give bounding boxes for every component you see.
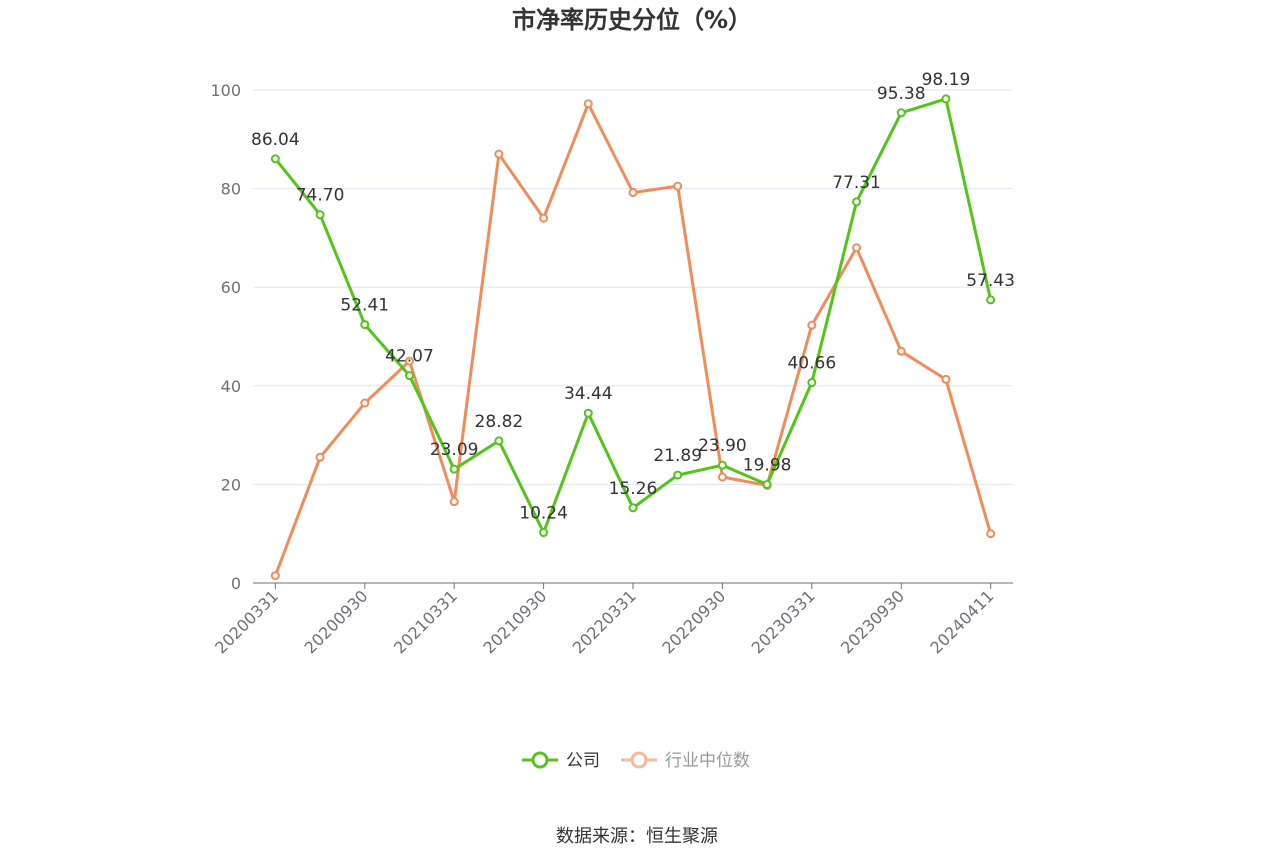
data-label: 77.31 xyxy=(832,173,881,193)
data-point[interactable] xyxy=(986,295,996,305)
data-label: 23.90 xyxy=(698,436,747,456)
data-label: 52.41 xyxy=(340,296,389,316)
data-label: 21.89 xyxy=(653,446,702,466)
data-point[interactable] xyxy=(807,320,817,330)
data-label: 98.19 xyxy=(922,70,971,90)
data-point[interactable] xyxy=(673,470,683,480)
x-tick-label: 20230930 xyxy=(837,586,908,657)
legend-label[interactable]: 行业中位数 xyxy=(665,751,750,771)
data-point[interactable] xyxy=(404,356,414,366)
data-point[interactable] xyxy=(628,188,638,198)
data-point[interactable] xyxy=(494,149,504,159)
data-point[interactable] xyxy=(896,108,906,118)
data-point[interactable] xyxy=(717,472,727,482)
grid-lines xyxy=(253,89,1013,485)
data-point[interactable] xyxy=(539,528,549,538)
data-point[interactable] xyxy=(807,378,817,388)
data-point[interactable] xyxy=(628,503,638,513)
data-point[interactable] xyxy=(673,181,683,191)
data-point[interactable] xyxy=(360,398,370,408)
x-tick-label: 20220930 xyxy=(658,586,729,657)
data-point[interactable] xyxy=(986,529,996,539)
data-point[interactable] xyxy=(852,197,862,207)
data-point[interactable] xyxy=(762,479,772,489)
x-tick-label: 20220331 xyxy=(569,586,640,657)
x-tick-label: 20240411 xyxy=(926,586,997,657)
data-point[interactable] xyxy=(896,346,906,356)
y-tick-label: 80 xyxy=(221,180,241,199)
data-point[interactable] xyxy=(494,436,504,446)
chart-title: 市净率历史分位（%） xyxy=(512,6,752,34)
data-point[interactable] xyxy=(941,374,951,384)
y-tick-label: 60 xyxy=(221,278,241,297)
series-line-0 xyxy=(274,97,993,534)
y-tick-label: 100 xyxy=(210,81,241,100)
y-axis: 0 20 40 60 80 100 xyxy=(210,81,241,593)
data-point[interactable] xyxy=(717,460,727,470)
x-tick-label: 20200331 xyxy=(211,586,282,657)
data-label: 15.26 xyxy=(609,479,658,499)
x-axis: 20200331 20200930 20210331 20210930 20220331… xyxy=(211,582,1013,657)
data-point[interactable] xyxy=(449,497,459,507)
data-label: 40.66 xyxy=(787,354,836,374)
legend-marker xyxy=(531,751,549,769)
data-label: 10.24 xyxy=(519,504,568,524)
data-label: 28.82 xyxy=(475,412,524,432)
data-point[interactable] xyxy=(941,94,951,104)
y-tick-label: 40 xyxy=(221,377,241,396)
x-tick-label: 20200930 xyxy=(301,586,372,657)
legend-marker xyxy=(630,751,648,769)
data-label: 34.44 xyxy=(564,384,613,404)
data-point[interactable] xyxy=(852,243,862,253)
data-point[interactable] xyxy=(270,154,280,164)
data-label: 86.04 xyxy=(251,130,300,150)
data-point[interactable] xyxy=(270,571,280,581)
data-point[interactable] xyxy=(539,213,549,223)
data-label: 19.98 xyxy=(743,455,792,475)
data-label: 95.38 xyxy=(877,84,926,104)
data-label: 74.70 xyxy=(296,186,345,206)
data-point[interactable] xyxy=(315,452,325,462)
data-label: 23.09 xyxy=(430,440,479,460)
legend[interactable]: 公司 行业中位数 xyxy=(522,751,750,771)
data-point[interactable] xyxy=(583,99,593,109)
data-labels: 86.04 74.70 52.41 42.07 23.09 28.82 10.24 34.44… xyxy=(251,70,1015,524)
data-point[interactable] xyxy=(449,464,459,474)
x-tick-label: 20210930 xyxy=(479,586,550,657)
y-tick-label: 20 xyxy=(221,475,241,494)
x-tick-label: 20230331 xyxy=(748,586,819,657)
data-point[interactable] xyxy=(360,320,370,330)
legend-label[interactable]: 公司 xyxy=(566,751,600,771)
series-lines xyxy=(270,94,996,581)
x-tick-label: 20210331 xyxy=(390,586,461,657)
data-point[interactable] xyxy=(404,371,414,381)
data-label: 42.07 xyxy=(385,347,434,367)
data-point[interactable] xyxy=(315,210,325,220)
y-tick-label: 0 xyxy=(231,574,241,593)
data-source: 数据来源：恒生聚源 xyxy=(556,826,718,847)
data-label: 57.43 xyxy=(966,271,1015,291)
data-point[interactable] xyxy=(583,408,593,418)
